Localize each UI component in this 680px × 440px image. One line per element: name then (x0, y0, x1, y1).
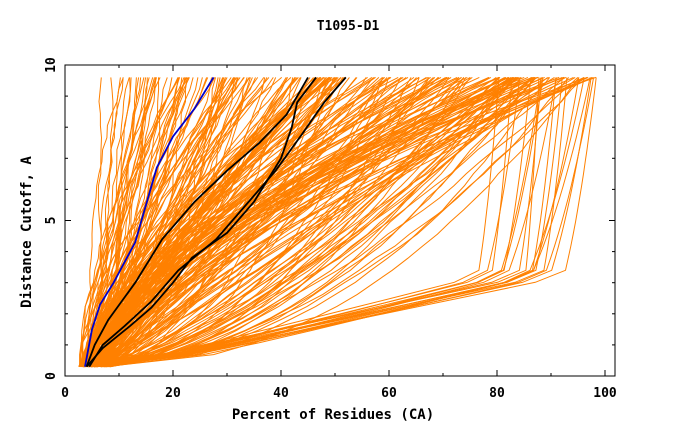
model-curve (106, 77, 374, 368)
model-curve (100, 77, 544, 368)
model-curve (89, 77, 563, 368)
model-curve (91, 76, 543, 367)
x-tick-label: 40 (273, 386, 289, 401)
model-curve (81, 77, 187, 368)
y-tick-label: 10 (44, 57, 59, 73)
y-tick-label: 5 (44, 217, 59, 225)
model-curve (104, 77, 402, 368)
model-curve (104, 77, 277, 368)
model-curve (93, 77, 570, 368)
series-line (85, 76, 309, 368)
model-curve (103, 77, 513, 368)
model-curve (95, 77, 203, 367)
model-curve (84, 77, 460, 368)
model-curve (107, 77, 465, 368)
model-curve (104, 77, 350, 368)
x-tick-label: 20 (165, 386, 181, 401)
model-curve (80, 77, 506, 368)
model-curve (108, 76, 576, 368)
model-curve (100, 76, 550, 367)
model-curve (80, 77, 250, 367)
x-tick-label: 0 (61, 386, 69, 401)
model-curve (94, 77, 322, 367)
model-curve (98, 76, 420, 367)
model-curve (93, 77, 580, 368)
model-curve (105, 77, 580, 368)
model-curve (95, 77, 500, 368)
model-curve (108, 77, 537, 368)
model-curve (97, 77, 568, 368)
model-curve (83, 77, 226, 368)
model-curve (89, 77, 542, 368)
model-curve (80, 77, 161, 367)
x-tick-label: 80 (489, 386, 505, 401)
model-curve (106, 77, 434, 368)
x-axis-ticks: 0 20 40 60 80 100 (61, 65, 617, 401)
series-line (84, 76, 215, 367)
model-curve (102, 77, 236, 368)
model-curve (94, 77, 595, 368)
model-curve (80, 76, 565, 367)
x-axis-label: Percent of Residues (CA) (232, 407, 434, 423)
model-curve (85, 77, 322, 367)
model-curve (88, 76, 597, 367)
model-curve (90, 77, 501, 368)
model-curve (110, 77, 465, 368)
model-curve (91, 77, 515, 368)
highlighted-series (84, 76, 347, 368)
model-curve (105, 76, 588, 368)
model-curve (110, 77, 256, 367)
y-axis-ticks: 0 5 10 (44, 57, 615, 380)
model-curve (86, 76, 429, 367)
x-tick-label: 100 (593, 386, 617, 401)
x-tick-label: 60 (381, 386, 397, 401)
model-curve (83, 77, 384, 368)
model-curve (96, 76, 533, 367)
model-curve (94, 77, 114, 367)
model-curve (96, 77, 334, 368)
model-curve (102, 77, 557, 368)
series-line (88, 76, 347, 368)
background-model-curves (78, 76, 597, 368)
chart-title: T1095-D1 (317, 19, 380, 34)
model-curve (103, 77, 241, 367)
model-curve (110, 77, 209, 367)
model-curve (84, 77, 388, 368)
y-tick-label: 0 (44, 372, 59, 380)
model-curve (94, 77, 551, 368)
model-curve (81, 76, 545, 367)
model-curve (89, 77, 333, 367)
series-line (85, 76, 317, 368)
model-curve (101, 77, 521, 368)
y-axis-label: Distance Cutoff, A (19, 156, 35, 308)
model-curve (95, 77, 217, 368)
model-curve (79, 77, 180, 367)
